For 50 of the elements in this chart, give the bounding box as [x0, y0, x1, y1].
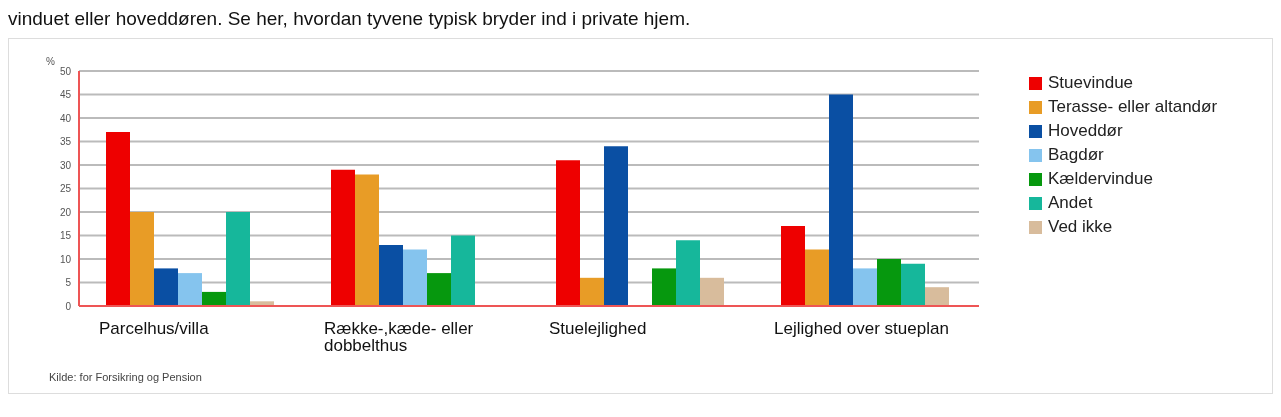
bar	[925, 287, 949, 306]
y-axis-title: %	[46, 56, 55, 68]
legend-label: Stuevindue	[1048, 73, 1134, 93]
y-tick-label: 5	[65, 277, 72, 289]
bar	[580, 277, 604, 306]
bar	[805, 249, 829, 306]
bar	[427, 273, 451, 306]
y-tick-label: 20	[59, 206, 72, 218]
x-tick-label: Række-,kæde- eller dobbelthus	[324, 319, 474, 356]
bar	[154, 268, 178, 306]
bar	[403, 249, 427, 306]
bar	[652, 268, 676, 306]
bar	[700, 277, 724, 306]
bar	[853, 268, 877, 306]
bar	[781, 226, 805, 306]
y-tick-label: 15	[59, 230, 72, 242]
legend-label: Bagdør	[1048, 145, 1104, 165]
legend-label: Terasse- eller altandør	[1048, 97, 1218, 117]
bar	[877, 259, 901, 306]
bar	[106, 132, 130, 306]
legend-label: Kældervindue	[1048, 169, 1153, 189]
y-tick-label: 40	[59, 112, 72, 124]
bar	[226, 212, 250, 306]
y-tick-label: 0	[65, 300, 72, 312]
legend-label: Andet	[1048, 193, 1093, 213]
y-tick-label: 25	[59, 183, 72, 195]
bar	[829, 94, 853, 306]
y-tick-label: 50	[59, 65, 72, 77]
legend-label: Hoveddør	[1048, 121, 1123, 141]
bar	[130, 212, 154, 306]
x-tick-label: Parcelhus/villa	[99, 319, 210, 339]
bar	[676, 240, 700, 306]
bar	[556, 160, 580, 306]
bar	[202, 291, 226, 306]
bar	[901, 263, 925, 306]
y-tick-label: 10	[59, 253, 72, 265]
bar	[451, 235, 475, 306]
y-tick-label: 35	[59, 136, 72, 148]
y-tick-label: 30	[59, 159, 72, 171]
x-tick-label: Lejlighed over stueplan	[774, 319, 949, 339]
bar	[379, 244, 403, 306]
legend-label: Ved ikke	[1048, 217, 1113, 237]
x-tick-label: Stuelejlighed	[549, 319, 647, 339]
bar	[331, 169, 355, 306]
chart-title: vinduet eller hoveddøren. Se her, hvordan tyvene typisk bryder ind i private hjem.	[8, 8, 692, 30]
bar	[355, 174, 379, 306]
bar	[604, 146, 628, 306]
text: Kilde: for Forsikring og Pension	[48, 371, 203, 385]
bar	[178, 273, 202, 306]
y-tick-label: 45	[59, 89, 72, 101]
